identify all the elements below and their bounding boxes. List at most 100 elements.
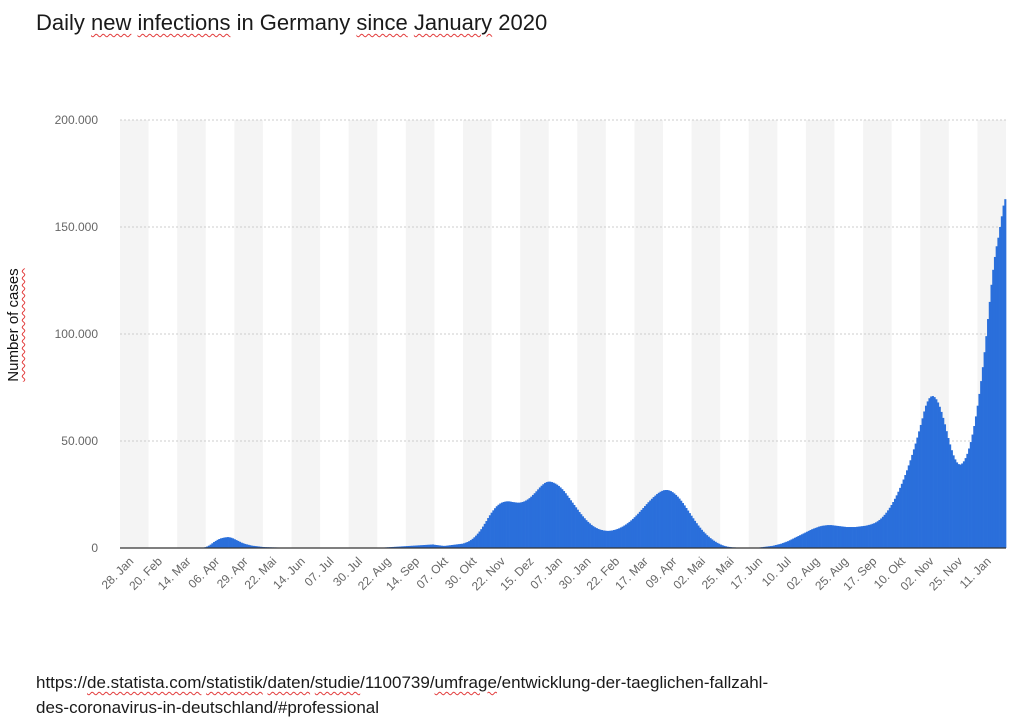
- bar: [481, 526, 485, 548]
- bar: [207, 545, 210, 548]
- bar: [988, 301, 991, 548]
- bar: [726, 546, 729, 548]
- bar: [226, 537, 229, 548]
- bar: [259, 546, 262, 548]
- bar: [642, 507, 645, 548]
- bar: [537, 489, 540, 548]
- bar: [692, 518, 695, 548]
- bar: [230, 537, 233, 548]
- bar: [895, 495, 898, 548]
- bar: [533, 493, 536, 548]
- bar: [723, 545, 726, 548]
- bar: [407, 545, 410, 548]
- bar: [657, 492, 660, 548]
- bar: [861, 526, 864, 548]
- bar: [609, 530, 612, 548]
- bar: [483, 523, 486, 548]
- bar: [897, 491, 900, 548]
- bar: [544, 482, 547, 548]
- bar: [523, 501, 526, 548]
- source-part: umfrage: [434, 673, 497, 692]
- bar: [402, 546, 405, 548]
- bar: [830, 525, 833, 548]
- bar: [580, 514, 583, 548]
- bar: [888, 507, 891, 548]
- bar: [645, 504, 648, 548]
- bar: [981, 367, 984, 548]
- bar: [952, 455, 955, 548]
- bar: [416, 545, 419, 548]
- bar: [688, 513, 691, 548]
- bar: [816, 527, 819, 548]
- bar: [702, 531, 705, 548]
- bar: [828, 525, 831, 548]
- bar: [983, 352, 986, 548]
- bar: [247, 544, 250, 548]
- bar: [397, 546, 400, 548]
- bar: [821, 525, 824, 548]
- bar: [675, 494, 678, 548]
- bar: [587, 521, 590, 548]
- bar: [987, 319, 990, 548]
- bar: [647, 502, 650, 548]
- bar: [942, 417, 945, 548]
- bar: [447, 545, 450, 548]
- bar: [950, 450, 953, 548]
- bar: [1004, 199, 1007, 548]
- bar: [709, 538, 712, 548]
- bar: [673, 493, 676, 548]
- bar: [540, 485, 543, 548]
- bar: [714, 541, 717, 548]
- bar: [773, 545, 776, 548]
- source-url[interactable]: https://de.statista.com/statistik/daten/…: [36, 670, 1006, 720]
- bar: [216, 539, 219, 548]
- bar: [478, 531, 481, 548]
- bar: [978, 393, 981, 548]
- bar: [211, 543, 214, 548]
- bar: [850, 527, 853, 548]
- bar: [957, 464, 960, 548]
- bar: [612, 530, 616, 548]
- bar: [249, 545, 252, 548]
- bar: [856, 526, 859, 548]
- bar: [659, 491, 662, 548]
- bar: [240, 542, 243, 548]
- bar: [818, 526, 821, 548]
- bar: [563, 491, 566, 548]
- bar: [712, 540, 716, 548]
- bar: [943, 424, 947, 548]
- bar: [506, 501, 509, 548]
- bar: [452, 544, 455, 548]
- bar: [564, 493, 567, 548]
- y-axis-label: Number of cases: [5, 260, 25, 390]
- bar: [554, 483, 557, 548]
- source-part: /: [310, 673, 315, 692]
- title-part: new: [91, 10, 132, 35]
- bar: [419, 545, 422, 548]
- bar: [859, 526, 862, 548]
- bar: [649, 500, 652, 548]
- bar: [785, 541, 788, 548]
- bar: [497, 504, 500, 548]
- bar: [487, 518, 490, 548]
- source-part: de.statista.com: [87, 673, 202, 692]
- bar: [595, 528, 598, 548]
- bar: [969, 442, 972, 548]
- bar: [213, 542, 216, 548]
- bar: [395, 546, 398, 548]
- bar: [883, 514, 886, 548]
- bar: [583, 518, 586, 548]
- bar: [694, 520, 697, 548]
- bar: [219, 538, 223, 548]
- y-tick-label: 150.000: [55, 220, 99, 234]
- bar: [521, 501, 524, 548]
- bar: [869, 524, 872, 548]
- bar: [921, 418, 924, 548]
- bar: [787, 541, 790, 548]
- bar: [559, 487, 562, 548]
- bar: [881, 516, 884, 548]
- bar: [547, 481, 550, 548]
- bar: [783, 542, 786, 548]
- bar: [475, 535, 478, 548]
